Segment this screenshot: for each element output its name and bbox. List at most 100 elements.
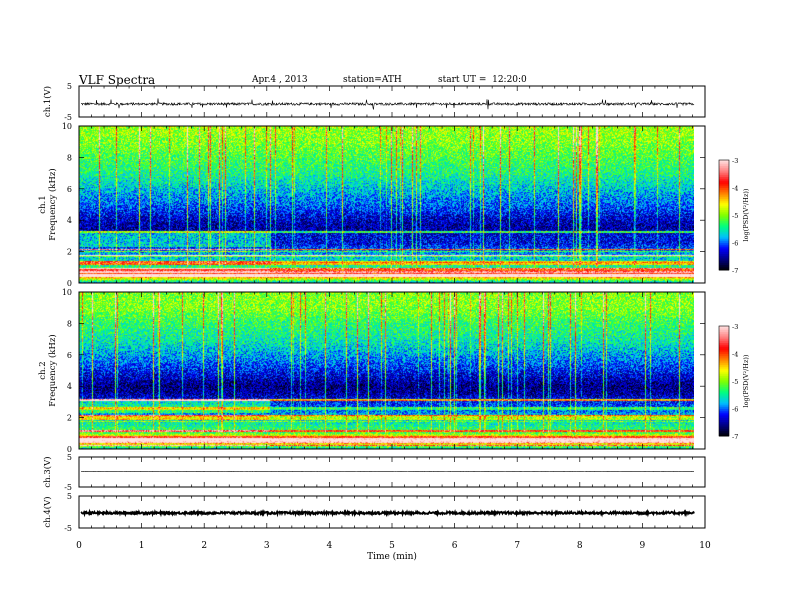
x-tick-label: 2 [201,541,207,551]
y-tick-label: 2 [67,414,72,423]
y-tick-label: 5 [67,492,72,501]
colorbar-segment [719,209,729,212]
colorbar-segment [719,231,729,234]
x-tick-label: 0 [76,541,82,551]
start-time-label: start UT = 12:20:0 [438,75,527,85]
y-tick-label: -5 [64,113,72,122]
y-tick-label: 10 [62,122,72,131]
station-label: station=ATH [343,75,402,85]
colorbar-segment [719,215,729,218]
colorbar-segment [719,366,729,369]
colorbar-segment [719,163,729,166]
colorbar-tick-label: -3 [732,323,738,331]
colorbar-segment [719,249,729,253]
colorbar-segment [719,406,729,409]
date-label: Apr.4 , 2013 [252,75,308,85]
colorbar-segment [719,419,729,422]
x-tick-label: 7 [514,541,520,551]
ch1-spectrogram-image [79,126,694,283]
colorbar-segment [719,344,729,347]
y-tick-label: -5 [64,524,72,533]
x-tick-label: 1 [139,541,145,551]
colorbar-segment [719,235,729,238]
colorbar-segment [719,349,729,353]
colorbar-segment [719,220,729,223]
colorbar-segment [719,240,729,243]
colorbar-segment [719,432,729,435]
colorbar-segment [719,399,729,402]
colorbar-segment [719,368,729,371]
colorbar-segment [719,417,729,420]
colorbar-segment [719,259,729,262]
y-tick-label: 6 [67,185,72,194]
colorbar-segment [719,326,729,329]
colorbar-segment [719,266,729,269]
colorbar-segment [719,244,729,247]
x-tick-label: 5 [389,541,395,551]
colorbar-segment [719,251,729,254]
colorbar-segment [719,193,729,196]
colorbar-segment [719,253,729,256]
colorbar-segment [719,260,729,264]
colorbar-segment [719,213,729,216]
colorbar-segment [719,373,729,376]
colorbar-segment [719,205,729,209]
colorbar-segment [719,390,729,393]
colorbar-segment [719,371,729,375]
colorbar-segment [719,191,729,194]
colorbar-segment [719,165,729,168]
colorbar-segment [719,226,729,229]
colorbar-segment [719,169,729,172]
colorbar-tick-label: -6 [732,406,738,414]
colorbar-tick-label: -3 [732,157,738,165]
ch3-waveform-ylabel: ch.3(V) [42,456,53,487]
colorbar-segment [719,381,729,384]
x-tick-label: 8 [577,541,583,551]
colorbar-segment [719,183,729,187]
colorbar-tick-label: -5 [732,378,738,386]
colorbar-segment [719,257,729,260]
colorbar-segment [719,353,729,356]
y-tick-label: 6 [67,351,72,360]
colorbar-segment [719,414,729,417]
y-tick-label: 5 [67,453,72,462]
colorbar-segment [719,346,729,349]
colorbar-segment [719,172,729,176]
chart-title: VLF Spectra [79,73,156,87]
colorbar-segment [719,408,729,411]
colorbar-segment [719,335,729,338]
colorbar-segment [719,262,729,265]
ch1-waveform-ylabel: ch.1(V) [42,86,53,117]
colorbar-segment [719,355,729,358]
y-tick-label: 8 [67,319,72,328]
x-tick-label: 9 [640,541,646,551]
colorbar-segment [719,196,729,199]
colorbar-segment [719,421,729,424]
colorbar-segment [719,384,729,387]
colorbar-segment [719,397,729,400]
colorbar-segment [719,434,729,437]
ch2-spectrogram-ylabel: Frequency (kHz) [47,334,58,406]
colorbar-segment [719,403,729,406]
colorbar-segment [719,382,729,386]
colorbar-segment [719,331,729,334]
colorbar-segment [719,359,729,362]
colorbar-segment [719,216,729,220]
ch1-waveform-trace [80,98,695,110]
colorbar-segment [719,415,729,419]
colorbar-segment [719,430,729,433]
y-tick-label: 4 [67,216,72,225]
colorbar-label: log(PSD(V²/Hz)) [742,354,750,407]
colorbar-tick-label: -6 [732,240,738,248]
colorbar-tick-label: -4 [732,351,738,359]
colorbar-segment [719,379,729,382]
colorbar-segment [719,425,729,428]
colorbar-segment [719,255,729,258]
colorbar-segment [719,229,729,232]
colorbar-segment [719,227,729,231]
colorbar-segment [719,404,729,408]
colorbar-segment [719,360,729,364]
x-tick-label: 4 [327,541,333,551]
colorbar-segment [719,362,729,365]
